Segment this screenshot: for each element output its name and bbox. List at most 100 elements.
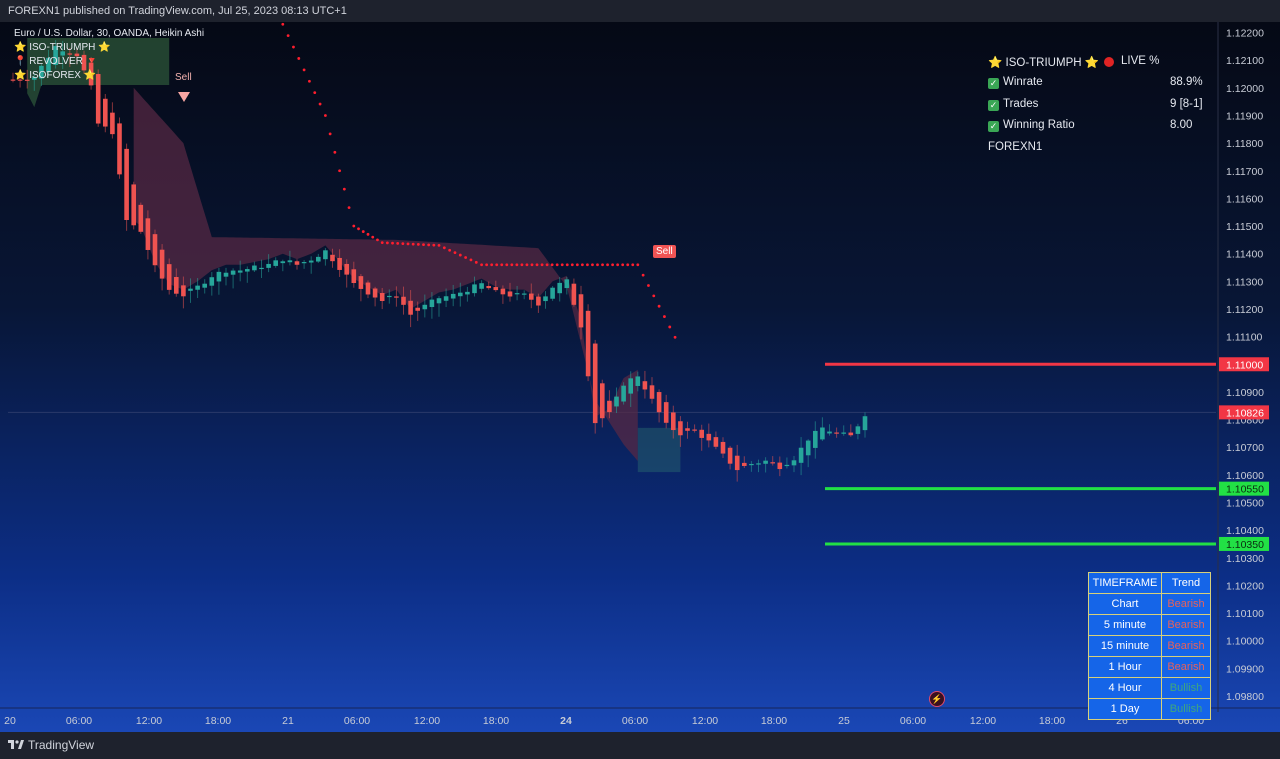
candle (110, 112, 115, 135)
timeframe-cell: 1 Day (1088, 698, 1162, 720)
candle (685, 428, 690, 431)
trailing-stop-dot (474, 260, 478, 264)
candle (557, 282, 562, 294)
candle (351, 269, 357, 284)
candle (592, 343, 598, 424)
candle (60, 51, 65, 56)
trailing-stop-dot (663, 315, 666, 318)
trailing-stop-dot (380, 241, 384, 245)
trailing-stop-dot (366, 232, 370, 236)
trades-value: 9 [8-1] (1170, 98, 1203, 110)
candle (727, 447, 733, 464)
winrate-value: 88.9% (1170, 76, 1203, 88)
trailing-stop-dot (371, 235, 375, 239)
x-tick-label: 12:00 (692, 715, 718, 727)
symbol-legend[interactable]: Euro / U.S. Dollar, 30, OANDA, Heikin As… (14, 28, 205, 39)
y-tick-label: 1.11400 (1226, 249, 1263, 261)
stats-title: ⭐ ISO-TRIUMPH ⭐ (988, 57, 1100, 69)
trailing-stop-dot (342, 187, 346, 191)
candle (379, 293, 385, 301)
trailing-stop-dot (621, 263, 625, 267)
trend-cell: Bearish (1161, 656, 1211, 678)
timeframe-cell: 5 minute (1088, 614, 1162, 636)
lightning-icon[interactable]: ⚡ (929, 691, 945, 707)
level-price-label: 1.10350 (1226, 539, 1264, 551)
trailing-stop-dot (570, 263, 574, 267)
y-tick-label: 1.10600 (1226, 470, 1264, 482)
y-tick-label: 1.10400 (1226, 525, 1264, 537)
trailing-stop-dot (560, 263, 564, 267)
trailing-stop-dot (641, 273, 645, 277)
level-price-label: 1.10550 (1226, 484, 1264, 496)
candle (17, 79, 23, 81)
chart-area[interactable]: 1.12200 1.12100 1.12000 1.11900 1.11800 1.117… (0, 22, 1280, 732)
candle (273, 260, 278, 266)
indicator-legend-revolver[interactable]: 📍 REVOLVER 🔻 (14, 56, 99, 67)
candle (429, 299, 435, 308)
candle (536, 296, 541, 306)
x-tick-label: 18:00 (483, 715, 509, 727)
candle (472, 284, 477, 294)
trailing-stop-dot (616, 263, 620, 267)
candle (521, 293, 527, 295)
candle (834, 432, 839, 434)
trailing-stop-dot (396, 241, 400, 245)
trend-cell: Bullish (1161, 698, 1211, 720)
tradingview-logo[interactable]: TradingView (8, 738, 94, 752)
trend-cell: Bearish (1161, 593, 1211, 615)
trailing-stop-dot (606, 263, 609, 267)
trailing-stop-dot (626, 263, 630, 267)
candle (181, 285, 186, 297)
candle (280, 261, 286, 264)
y-tick-label: 1.12000 (1226, 83, 1264, 95)
candle (230, 270, 236, 275)
trailing-stop-dot (302, 68, 306, 72)
candle (95, 74, 101, 124)
stats-live-label: LIVE % (1121, 55, 1160, 67)
trades-label: Trades (1003, 98, 1039, 110)
trailing-stop-dot (550, 263, 554, 267)
footer-bar (0, 732, 1280, 759)
check-icon: ✓ (988, 78, 999, 89)
trailing-stop-dot (391, 241, 394, 245)
trailing-stop-dot (668, 325, 672, 329)
candle (543, 296, 548, 302)
trailing-stop-dot (313, 91, 317, 95)
price-chart[interactable]: 1.12200 1.12100 1.12000 1.11900 1.11800 1.117… (0, 22, 1280, 732)
table-header-timeframe: TIMEFRAME (1088, 572, 1162, 594)
trailing-stop-dot (442, 246, 446, 250)
candle (287, 260, 293, 263)
timeframe-cell: 1 Hour (1088, 656, 1162, 678)
indicator-legend-isoforex[interactable]: ⭐ ISOFOREX ⭐ (14, 70, 97, 81)
y-tick-label: 1.10700 (1226, 442, 1264, 454)
x-tick-label: 20 (4, 715, 16, 727)
candle (67, 53, 73, 55)
trailing-stop-dot (611, 263, 615, 267)
y-tick-label: 1.10500 (1226, 497, 1264, 509)
trailing-stop-dot (464, 256, 468, 259)
y-tick-label: 1.09800 (1226, 691, 1264, 703)
candle (330, 254, 335, 262)
trailing-stop-dot (448, 248, 452, 252)
candle (777, 462, 783, 470)
trailing-stop-dot (328, 132, 332, 136)
trailing-stop-dot (297, 57, 301, 60)
indicator-legend-iso-triumph[interactable]: ⭐ ISO-TRIUMPH ⭐ (14, 42, 111, 53)
candle (813, 430, 818, 448)
trailing-stop-dot (469, 258, 473, 262)
candle (145, 218, 151, 250)
y-tick-label: 1.11100 (1226, 332, 1263, 344)
candle (507, 291, 513, 297)
trailing-stop-dot (601, 263, 604, 267)
candle (564, 279, 570, 289)
trailing-stop-dot (432, 243, 436, 247)
trailing-stop-dot (318, 102, 322, 106)
published-text: FOREXN1 published on TradingView.com, Ju… (8, 5, 347, 17)
x-tick-label: 18:00 (761, 715, 787, 727)
level-price-label: 1.11000 (1226, 359, 1263, 371)
trailing-stop-dot (596, 263, 599, 267)
candle (10, 79, 16, 81)
timeframe-cell: 15 minute (1088, 635, 1162, 657)
trailing-stop-dot (292, 45, 295, 49)
candle (259, 267, 264, 270)
